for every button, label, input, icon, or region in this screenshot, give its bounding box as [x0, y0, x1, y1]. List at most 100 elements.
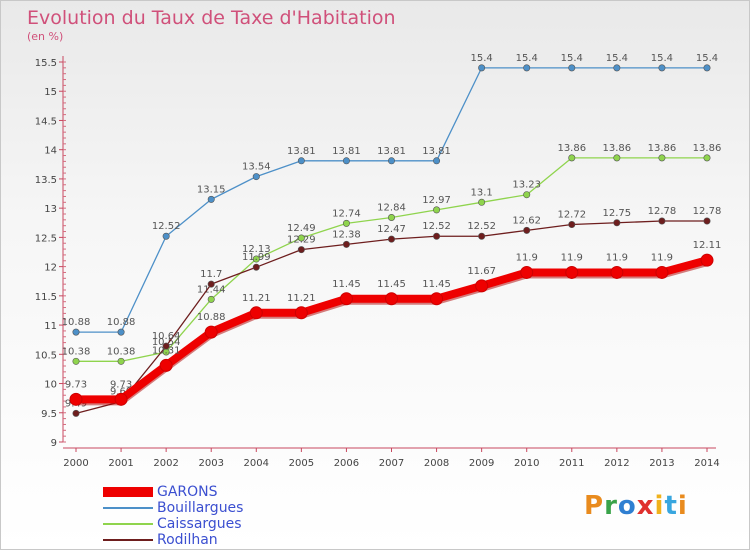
- x-tick-label: 2013: [649, 458, 674, 469]
- data-point: [69, 392, 83, 406]
- data-label: 10.88: [62, 317, 91, 328]
- logo-letter: t: [664, 491, 678, 521]
- data-label: 11.9: [516, 252, 538, 263]
- x-tick-label: 2004: [244, 458, 269, 469]
- data-label: 10.38: [107, 346, 136, 357]
- data-label: 13.81: [422, 146, 451, 157]
- legend-swatch: [103, 487, 153, 497]
- y-tick-label: 15: [44, 87, 57, 98]
- data-label: 13.23: [512, 180, 541, 191]
- data-label: 10.88: [107, 317, 136, 328]
- data-point: [207, 280, 215, 288]
- data-label: 12.38: [332, 229, 361, 240]
- y-tick-label: 11: [44, 321, 57, 332]
- data-point: [342, 157, 350, 165]
- data-label: 12.74: [332, 208, 361, 219]
- data-point: [568, 64, 576, 72]
- data-label: 13.81: [287, 146, 316, 157]
- data-point: [613, 64, 621, 72]
- y-tick-label: 10: [44, 380, 57, 391]
- data-point: [565, 265, 579, 279]
- data-label: 12.62: [512, 215, 541, 226]
- data-point: [658, 64, 666, 72]
- data-point: [475, 279, 489, 293]
- y-tick-label: 9.5: [41, 409, 57, 420]
- data-point: [658, 217, 666, 225]
- data-label: 15.4: [561, 53, 583, 64]
- data-point: [72, 409, 80, 417]
- data-label: 12.78: [693, 206, 722, 217]
- proxiti-logo: Proxiti: [584, 491, 688, 521]
- data-point: [297, 157, 305, 165]
- data-point: [433, 232, 441, 240]
- data-label: 15.4: [606, 53, 628, 64]
- y-tick-label: 10.5: [35, 350, 57, 361]
- data-label: 11.67: [467, 266, 496, 277]
- data-label: 12.47: [377, 224, 406, 235]
- x-tick-label: 2006: [334, 458, 359, 469]
- data-point: [610, 265, 624, 279]
- data-label: 10.31: [152, 345, 181, 356]
- data-point: [568, 154, 576, 162]
- data-label: 11.9: [606, 252, 628, 263]
- legend-label: Rodilhan: [157, 532, 218, 548]
- x-tick-label: 2005: [289, 458, 314, 469]
- data-point: [252, 173, 260, 181]
- legend-swatch: [103, 507, 153, 509]
- data-label: 12.52: [422, 221, 451, 232]
- data-point: [387, 214, 395, 222]
- data-point: [478, 232, 486, 240]
- x-tick-label: 2001: [108, 458, 133, 469]
- x-tick-label: 2008: [424, 458, 449, 469]
- data-label: 9.73: [65, 379, 87, 390]
- data-point: [249, 306, 263, 320]
- data-label: 12.13: [242, 244, 271, 255]
- data-point: [703, 64, 711, 72]
- data-label: 11.9: [561, 252, 583, 263]
- data-label: 12.72: [557, 210, 586, 221]
- data-point: [159, 358, 173, 372]
- data-label: 13.86: [648, 143, 677, 154]
- data-label: 11.21: [242, 293, 271, 304]
- data-point: [114, 392, 128, 406]
- legend-label: Caissargues: [157, 516, 242, 532]
- data-point: [613, 219, 621, 227]
- data-point: [523, 226, 531, 234]
- data-point: [162, 232, 170, 240]
- data-label: 12.29: [287, 235, 316, 246]
- data-label: 13.54: [242, 162, 271, 173]
- data-point: [613, 154, 621, 162]
- data-point: [117, 328, 125, 336]
- y-tick-label: 15.5: [35, 58, 57, 69]
- y-tick-label: 14: [44, 146, 57, 157]
- unit-label: (en %): [27, 30, 64, 43]
- data-label: 12.49: [287, 223, 316, 234]
- x-tick-label: 2011: [559, 458, 584, 469]
- data-label: 12.52: [152, 221, 181, 232]
- data-point: [433, 206, 441, 214]
- x-tick-label: 2009: [469, 458, 494, 469]
- x-tick-label: 2012: [604, 458, 629, 469]
- logo-letter: r: [604, 491, 618, 521]
- x-tick-label: 2000: [63, 458, 88, 469]
- series-line-rodilhan: [75, 220, 708, 415]
- data-point: [297, 234, 305, 242]
- data-label: 13.86: [603, 143, 632, 154]
- data-label: 11.99: [242, 252, 271, 263]
- data-point: [207, 295, 215, 303]
- y-tick-label: 12: [44, 263, 57, 274]
- x-tick-label: 2010: [514, 458, 539, 469]
- data-label: 12.52: [467, 221, 496, 232]
- data-label: 13.86: [557, 143, 586, 154]
- data-label: 12.11: [693, 240, 722, 251]
- data-label: 11.45: [377, 279, 406, 290]
- data-point: [523, 64, 531, 72]
- data-label: 13.81: [377, 146, 406, 157]
- y-tick-label: 12.5: [35, 233, 57, 244]
- legend-swatch: [103, 539, 153, 541]
- data-point: [72, 357, 80, 365]
- data-point: [478, 198, 486, 206]
- data-point: [700, 253, 714, 267]
- data-label: 10.54: [152, 337, 181, 348]
